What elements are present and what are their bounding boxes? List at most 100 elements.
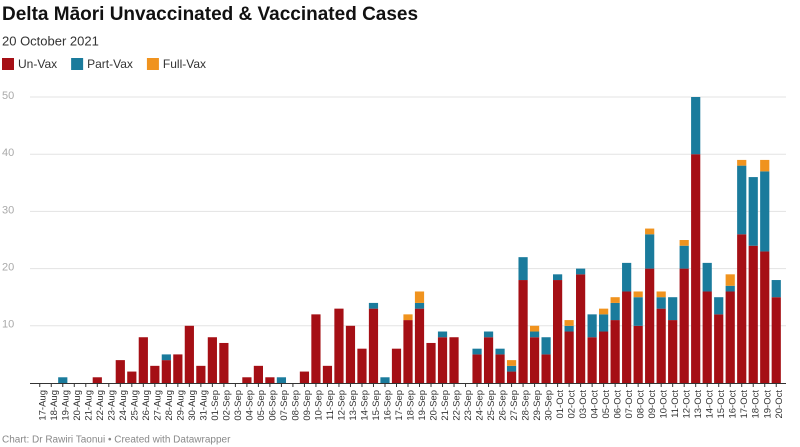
y-tick-label: 20 [2,262,14,274]
bar-segment [115,360,125,383]
bar-segment [599,314,609,332]
bar-segment [92,377,102,383]
x-tick-label: 23-Aug [106,390,117,421]
bar-segment [541,354,551,383]
x-tick-label: 12-Sep [336,390,347,421]
x-tick-label: 24-Sep [475,390,486,421]
x-tick-label: 19-Sep [417,390,428,421]
y-tick-label: 50 [2,90,14,102]
x-tick-label: 08-Oct [636,390,647,419]
bar-segment [518,257,528,281]
x-tick-label: 11-Oct [670,390,681,418]
x-tick-label: 13-Sep [348,390,359,421]
x-tick-label: 17-Aug [37,390,48,421]
bar-segment [553,274,563,281]
y-tick-label: 30 [2,204,14,216]
bar-segment [760,159,770,172]
bar-segment [219,342,229,383]
legend-swatch [146,58,159,70]
bar-segment [403,320,413,383]
x-tick-label: 16-Sep [383,390,394,421]
bar-segment [656,308,666,383]
bar-segment [576,268,586,275]
bar-segment [748,177,758,246]
bar-segment [529,337,540,383]
bar-segment [645,234,655,269]
bar-segment [714,297,724,315]
bar-segment [748,245,758,383]
legend-label: Un-Vax [18,57,57,71]
x-tick-label: 30-Aug [187,390,198,421]
bar-segment [472,354,482,383]
x-tick-label: 18-Sep [406,390,417,421]
legend-label: Full-Vax [163,57,206,71]
bar-segment [368,308,379,383]
bar-segment [322,365,333,383]
bar-segment [691,154,701,383]
bar-segment [299,371,310,383]
x-tick-label: 01-Sep [210,390,221,421]
x-tick-label: 03-Sep [233,390,244,421]
bar-segment [403,314,413,321]
bar-segment [599,308,609,315]
bar-segment [414,308,425,383]
x-tick-label: 05-Sep [256,390,267,421]
bar-segment [564,325,574,332]
bar-segment [610,297,620,303]
bar-segment [58,377,68,383]
x-tick-label: 14-Oct [705,390,716,419]
bar-segment [253,365,263,383]
x-tick-label: 25-Sep [486,390,497,421]
bar-segment [760,251,770,383]
bar-segment [771,297,781,383]
x-tick-label: 25-Aug [129,390,140,421]
bar-segment [357,348,367,383]
bar-segment [380,377,390,383]
bar-segment [645,268,655,383]
bar-segment [414,302,425,309]
x-tick-label: 22-Sep [452,390,463,421]
bar-segment [529,331,540,338]
bar-segment [541,337,551,355]
bar-segment [150,365,160,383]
bar-segment [138,337,148,383]
legend-label: Part-Vax [87,57,133,71]
bar-segment [771,280,781,298]
bar-segment [725,285,735,292]
x-tick-label: 11-Sep [325,390,336,420]
bar-segment [587,314,597,338]
x-tick-label: 03-Oct [578,390,589,419]
legend-swatch [71,58,84,70]
bar-segment [276,377,287,383]
bar-segment [576,274,586,383]
bar-segment [506,371,517,383]
x-tick-label: 31-Aug [198,390,209,421]
bar-segment [679,240,689,246]
bar-segment [437,331,448,338]
bar-segment [472,348,482,355]
x-tick-label: 21-Sep [440,390,451,421]
x-tick-label: 26-Sep [498,390,509,421]
x-tick-label: 09-Oct [647,390,658,419]
bar-segment [599,331,609,383]
x-tick-label: 04-Sep [244,390,255,421]
x-tick-label: 02-Oct [567,390,578,419]
bar-segment [633,297,643,326]
bar-segment [668,297,678,321]
bar-segment [760,171,770,252]
bar-segment [242,377,252,383]
bar-segment [495,348,505,355]
bar-segment [702,291,712,383]
bar-segment [529,325,540,332]
x-tick-label: 30-Sep [544,390,555,421]
bar-segment [587,337,597,383]
bar-segment [495,354,505,383]
x-tick-label: 07-Sep [279,390,290,421]
x-tick-label: 06-Sep [267,390,278,421]
bar-segment [679,268,689,383]
x-tick-label: 27-Aug [152,390,163,421]
bar-segment [725,291,735,383]
bar-segment [668,320,678,383]
x-tick-label: 22-Aug [95,390,106,421]
x-tick-label: 01-Oct [555,390,566,419]
